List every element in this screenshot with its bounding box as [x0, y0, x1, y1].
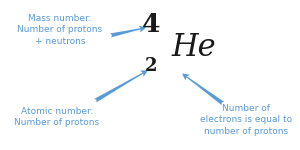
Text: He: He — [171, 33, 216, 63]
Text: 4: 4 — [142, 12, 161, 36]
Text: 2: 2 — [145, 57, 158, 75]
Text: Number of
electrons is equal to
number of protons: Number of electrons is equal to number o… — [200, 104, 292, 136]
Text: Mass number:
Number of protons
+ neutrons: Mass number: Number of protons + neutron… — [17, 14, 103, 46]
Text: Atomic number:
Number of protons: Atomic number: Number of protons — [14, 107, 100, 127]
